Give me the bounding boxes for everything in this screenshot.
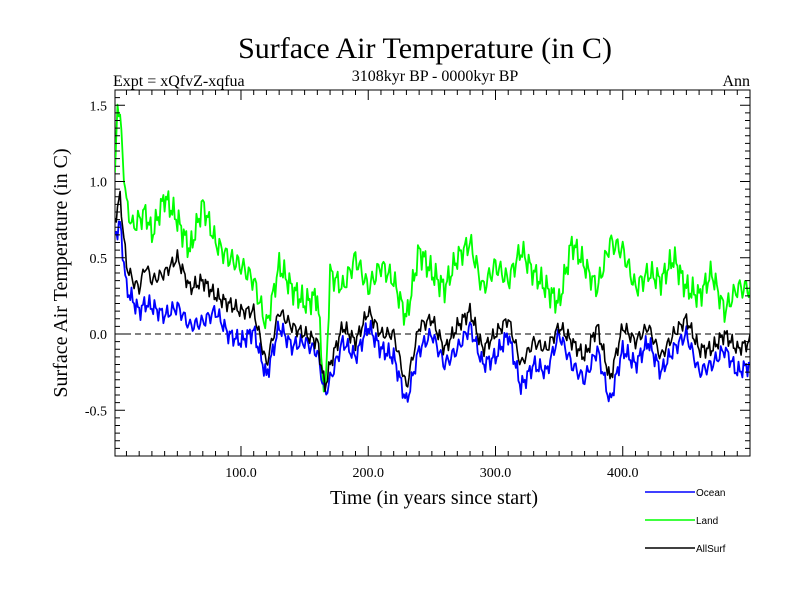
- series-line-allsurf: [115, 190, 750, 393]
- y-tick-label: 1.5: [90, 99, 108, 114]
- legend-label-ocean: Ocean: [696, 488, 725, 499]
- x-axis-label: Time (in years since start): [330, 487, 538, 509]
- plot-area: -0.5 0.0 0.5 1.0 1.5 100.0 200.0 300.0 400.0: [85, 89, 751, 481]
- legend-label-land: Land: [696, 516, 718, 527]
- legend: Ocean Land AllSurf: [645, 488, 726, 555]
- chart-title: Surface Air Temperature (in C): [238, 32, 612, 65]
- plot-frame: [114, 89, 751, 457]
- x-tick-label: 100.0: [225, 466, 257, 481]
- season-label: Ann: [722, 73, 750, 90]
- x-tick-label: 300.0: [480, 466, 512, 481]
- x-tick-label: 400.0: [607, 466, 639, 481]
- series-line-land: [115, 103, 750, 393]
- experiment-label: Expt = xQfvZ-xqfua: [113, 73, 245, 90]
- y-tick-label: 1.0: [90, 176, 108, 191]
- y-tick-label: 0.5: [90, 252, 108, 267]
- legend-label-allsurf: AllSurf: [696, 544, 726, 555]
- x-tick-label: 200.0: [352, 466, 384, 481]
- chart-subtitle: 3108kyr BP - 0000kyr BP: [352, 68, 519, 85]
- y-tick-label: -0.5: [85, 404, 107, 419]
- y-tick-label: 0.0: [90, 328, 108, 343]
- series-line-ocean: [115, 220, 750, 403]
- y-axis-label: Surface Air Temperature (in C): [50, 148, 72, 397]
